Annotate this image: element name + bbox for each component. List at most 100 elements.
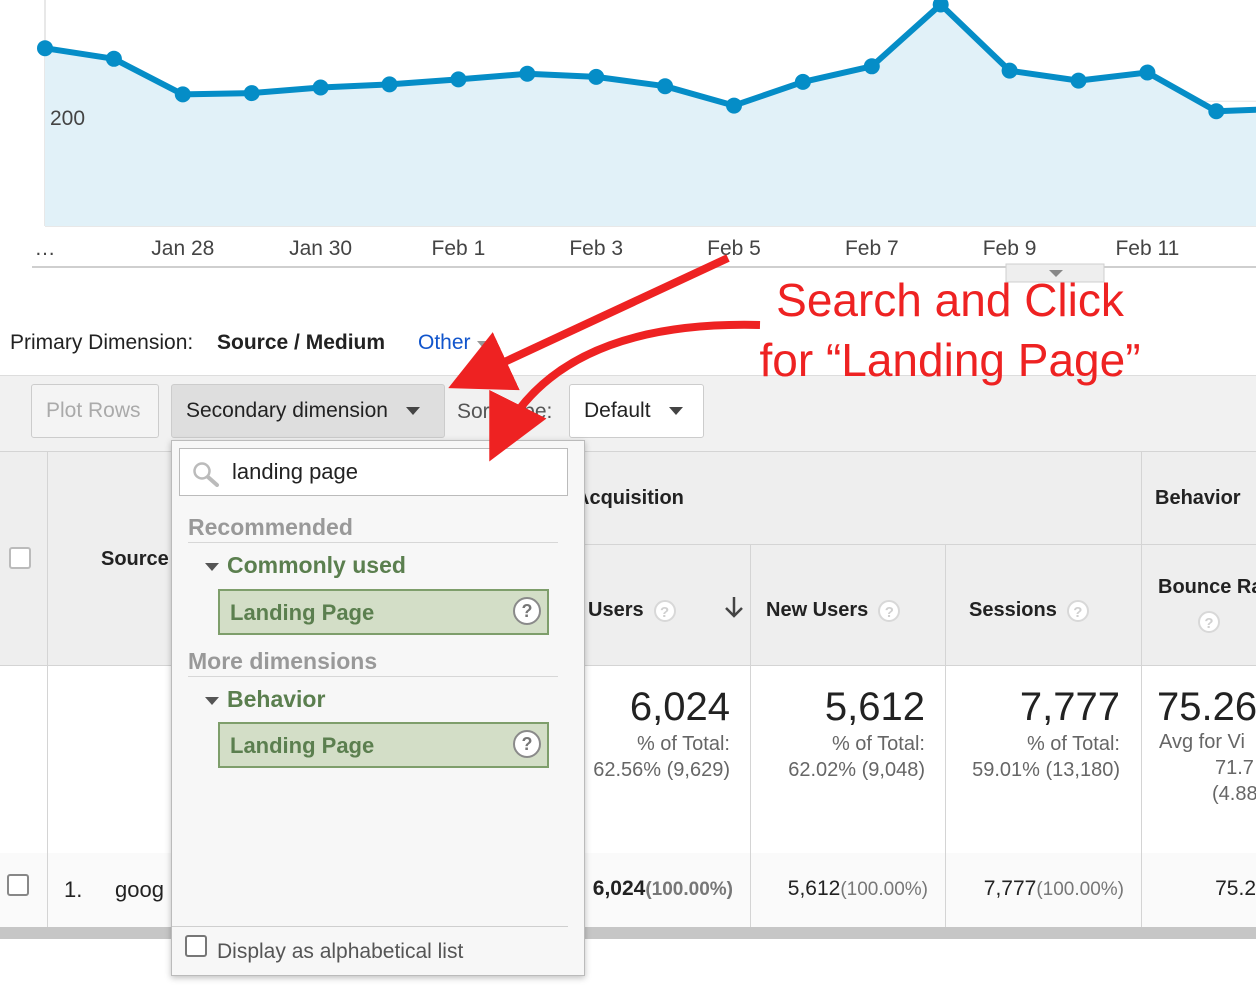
data-point[interactable] (243, 85, 260, 102)
sessions-column-label: Sessions (969, 599, 1057, 621)
help-icon[interactable]: ? (878, 599, 901, 622)
new-users-total: 5,612 (824, 685, 925, 729)
sessions-total-label: % of Total: (1026, 733, 1120, 755)
chevron-down-icon (405, 407, 420, 415)
acquisition-group-header: Acquisition (575, 487, 684, 509)
row-index: 1. (64, 877, 83, 902)
x-tick-label: Feb 11 (1115, 237, 1179, 260)
row-source-link[interactable]: goog (115, 877, 164, 902)
landing-page-label: Landing Page (230, 600, 375, 625)
help-icon[interactable]: ? (653, 599, 676, 622)
x-tick-label: Feb 7 (845, 237, 899, 260)
users-column-label: Users (588, 599, 644, 621)
commonly-used-group[interactable]: Commonly used (205, 552, 406, 579)
recommended-section-title: Recommended (188, 514, 353, 540)
new-users-total-label: % of Total: (831, 733, 925, 755)
x-tick-label: Feb 3 (569, 237, 623, 260)
data-point[interactable] (863, 58, 880, 75)
commonly-used-label: Commonly used (227, 552, 406, 578)
sort-arrow-down-icon (725, 597, 743, 618)
row-sessions-pct: (100.00%) (1036, 879, 1124, 900)
data-point[interactable] (174, 86, 191, 103)
row-checkbox[interactable] (7, 874, 29, 896)
users-total: 6,024 (629, 685, 730, 729)
plot-rows-label: Plot Rows (46, 399, 141, 422)
more-dimensions-section-title: More dimensions (188, 648, 378, 674)
source-column-header[interactable]: Source (101, 548, 169, 570)
data-point[interactable] (519, 65, 536, 82)
data-point[interactable] (1139, 64, 1156, 81)
behavior-group[interactable]: Behavior (205, 686, 325, 713)
row-users: 6,024(100.00%) (585, 877, 733, 901)
annotation-line-1: Search and Click (776, 274, 1124, 326)
row-users-pct: (100.00%) (645, 879, 733, 900)
data-point[interactable] (932, 0, 949, 13)
users-total-label: % of Total: (636, 733, 730, 755)
landing-page-option-recommended[interactable]: Landing Page? (218, 589, 549, 635)
users-total-detail: 62.56% (9,629) (593, 759, 730, 781)
primary-dimension-value[interactable]: Source / Medium (217, 331, 386, 354)
users-column-header[interactable]: Users? (588, 599, 676, 622)
data-point[interactable] (37, 40, 53, 57)
data-point[interactable] (1208, 103, 1225, 120)
search-icon (193, 462, 219, 487)
sessions-total-detail: 59.01% (13,180) (972, 759, 1120, 781)
sessions-column-header[interactable]: Sessions? (969, 599, 1089, 622)
data-point[interactable] (105, 50, 122, 67)
data-point[interactable] (588, 68, 605, 85)
dimension-search-box[interactable] (179, 448, 568, 496)
data-point[interactable] (1001, 62, 1018, 79)
row-bounce: 75.2 (1215, 877, 1256, 900)
new-users-column-label: New Users (766, 599, 869, 621)
landing-page-label: Landing Page (230, 733, 375, 758)
x-tick-label: Jan 28 (151, 237, 214, 260)
data-point[interactable] (1070, 72, 1087, 89)
data-point[interactable] (450, 71, 467, 88)
plot-rows-button[interactable]: Plot Rows (31, 384, 159, 438)
other-dimension-label: Other (418, 331, 471, 354)
sort-type-value: Default (584, 399, 651, 422)
dimension-search-input[interactable] (230, 455, 554, 489)
annotation-text: Search and Click for “Landing Page” (735, 270, 1165, 390)
secondary-dimension-label: Secondary dimension (186, 399, 388, 422)
x-tick-label: Feb 5 (707, 237, 761, 260)
row-sessions-value: 7,777 (983, 877, 1037, 900)
chevron-down-icon (1049, 270, 1063, 277)
secondary-dimension-button[interactable]: Secondary dimension (171, 384, 445, 438)
row-new-users: 5,612(100.00%) (755, 877, 928, 901)
help-icon[interactable]: ? (513, 597, 541, 625)
data-point[interactable] (726, 97, 742, 114)
row-new-users-value: 5,612 (787, 877, 841, 900)
data-point[interactable] (381, 76, 398, 93)
sort-type-select[interactable]: Default (569, 384, 704, 438)
bounce-rate-column-header[interactable]: Bounce Ra (1158, 576, 1256, 598)
alphabetical-list-checkbox[interactable] (185, 935, 207, 957)
row-sessions: 7,777(100.00%) (950, 877, 1124, 901)
x-tick-label: Jan 30 (289, 237, 352, 260)
chevron-down-icon (668, 407, 683, 415)
help-icon[interactable]: ? (1198, 611, 1220, 633)
behavior-group-header: Behavior (1155, 487, 1241, 509)
bounce-total-detail2: (4.88 (1212, 783, 1256, 805)
chart-area-fill (45, 4, 1256, 226)
chevron-down-icon (476, 341, 489, 349)
help-icon[interactable]: ? (513, 730, 541, 758)
data-point[interactable] (657, 78, 674, 95)
bounce-total-label: Avg for Vi (1159, 731, 1245, 753)
x-tick-label: … (35, 237, 56, 260)
other-dimension-link[interactable]: Other (418, 331, 489, 355)
sessions-total: 7,777 (1019, 685, 1120, 729)
new-users-column-header[interactable]: New Users? (766, 599, 901, 622)
help-icon[interactable]: ? (1066, 599, 1089, 622)
primary-dimension-label: Primary Dimension: (10, 331, 194, 354)
alphabetical-list-label: Display as alphabetical list (217, 940, 464, 963)
select-all-checkbox[interactable] (9, 547, 31, 569)
secondary-dimension-dropdown: Recommended Commonly used Landing Page? … (171, 440, 585, 976)
y-tick-label: 200 (50, 107, 85, 130)
sort-type-label: Sort Type: (457, 400, 553, 423)
sessions-line-chart: 200 … Jan 28 Jan 30 Feb 1 Feb 3 Feb 5 Feb 7 Feb… (32, 0, 1256, 283)
bounce-total-detail: 71.7 (1215, 757, 1254, 779)
landing-page-option-behavior[interactable]: Landing Page? (218, 722, 549, 768)
data-point[interactable] (312, 79, 329, 96)
data-point[interactable] (794, 73, 811, 90)
